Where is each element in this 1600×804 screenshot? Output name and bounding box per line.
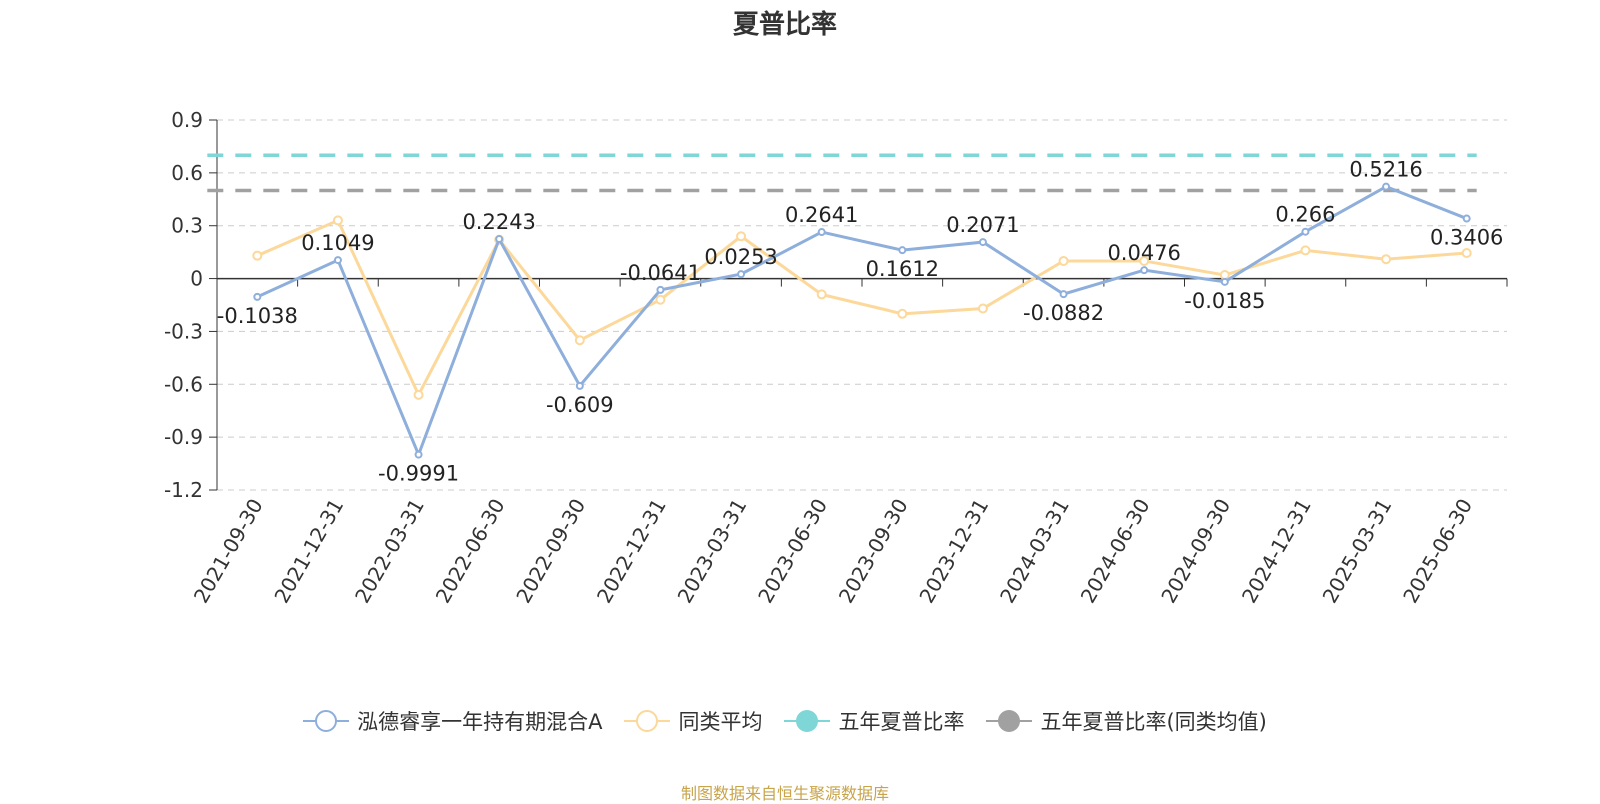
data-point-fund [333,256,342,265]
legend-marker-fund [303,710,350,732]
data-label-fund: 0.2243 [462,210,535,234]
series-line-fund [256,185,1468,459]
data-point-fund [495,235,504,244]
data-point-fund [1301,227,1310,236]
legend-item-five-year[interactable]: 五年夏普比率 [784,706,964,736]
data-label-fund: -0.0641 [620,261,701,285]
data-point-peer-avg [574,335,585,346]
data-point-peer-avg [332,215,343,226]
data-point-fund [575,381,584,390]
x-tick-label: 2025-06-30 [1398,495,1477,608]
data-label-fund: 0.5216 [1349,158,1422,182]
data-point-peer-avg [1461,248,1472,259]
data-point-peer-avg [413,389,424,400]
x-tick-label: 2024-12-31 [1237,495,1316,608]
legend-label-five-year-peer: 五年夏普比率(同类均值) [1040,710,1267,734]
x-tick-label: 2022-09-30 [511,495,590,608]
x-tick-label: 2023-12-31 [914,495,993,608]
y-tick-label: -0.3 [164,319,203,343]
x-tick-label: 2021-09-30 [189,495,268,608]
x-tick-label: 2022-03-31 [350,495,429,608]
data-point-peer-avg [816,289,827,300]
data-point-fund [898,246,907,255]
legend-item-five-year-peer[interactable]: 五年夏普比率(同类均值) [986,706,1267,736]
data-point-peer-avg [977,303,988,314]
legend-marker-five-year [784,710,831,732]
legend-label-fund: 泓德睿享一年持有期混合A [357,710,603,734]
data-point-fund [737,270,746,279]
data-label-fund: -0.9991 [378,462,459,486]
y-tick-label: 0.6 [171,161,203,185]
x-tick-label: 2023-03-31 [672,495,751,608]
legend-label-peer-avg: 同类平均 [678,710,763,734]
x-tick-label: 2024-06-30 [1076,495,1155,608]
y-tick-label: 0.9 [171,108,203,132]
data-point-fund [978,238,987,247]
y-tick-label: -1.2 [164,478,203,502]
legend-marker-peer-avg [624,710,671,732]
data-point-fund [1382,182,1391,191]
data-point-peer-avg [897,308,908,319]
data-label-fund: 0.2641 [785,203,858,227]
data-point-peer-avg [1300,245,1311,256]
x-tick-label: 2023-09-30 [834,495,913,608]
legend-item-peer-avg[interactable]: 同类平均 [624,706,762,736]
x-tick-label: 2022-06-30 [431,495,510,608]
data-label-fund: 0.0253 [704,245,777,269]
data-point-peer-avg [655,294,666,305]
x-tick-label: 2024-09-30 [1156,495,1235,608]
series-line-peer-avg [256,218,1467,399]
data-label-fund: 0.266 [1275,203,1335,227]
y-tick-label: -0.6 [164,372,203,396]
chart-title: 夏普比率 [732,10,837,40]
x-tick-label: 2025-03-31 [1317,495,1396,608]
data-label-fund: 0.2071 [946,213,1019,237]
legend-item-fund[interactable]: 泓德睿享一年持有期混合A [303,706,602,736]
data-label-fund: -0.0882 [1023,301,1104,325]
legend: 泓德睿享一年持有期混合A 同类平均 五年夏普比率 五年夏普比率(同类均值) [0,706,1570,736]
data-point-fund [1059,290,1068,299]
y-tick-label: 0.3 [171,214,203,238]
data-point-fund [656,285,665,294]
data-point-fund [1140,266,1149,275]
data-point-peer-avg [252,250,263,261]
data-point-fund [817,228,826,237]
source-note: 制图数据来自恒生聚源数据库 [680,784,889,803]
data-label-fund: 0.0476 [1107,241,1180,265]
data-point-peer-avg [1058,255,1069,266]
y-tick-label: -0.9 [164,425,203,449]
data-label-fund: -0.609 [546,393,614,417]
data-label-fund: 0.1612 [866,257,939,281]
y-tick-label: 0 [190,267,203,291]
data-label-fund: -0.0185 [1184,289,1265,313]
data-label-fund: 0.1049 [301,231,374,255]
data-point-fund [1220,277,1229,286]
data-point-fund [1462,214,1471,223]
x-tick-label: 2023-06-30 [753,495,832,608]
data-point-peer-avg [1381,254,1392,265]
data-point-peer-avg [1139,255,1150,266]
data-point-fund [253,292,262,301]
legend-label-five-year: 五年夏普比率 [838,710,965,734]
x-tick-label: 2021-12-31 [269,495,348,608]
data-point-peer-avg [736,231,747,242]
x-tick-label: 2022-12-31 [592,495,671,608]
data-point-fund [414,450,423,459]
legend-marker-five-year-peer [986,710,1033,732]
data-label-fund: -0.1038 [217,304,298,328]
x-tick-label: 2024-03-31 [995,495,1074,608]
data-label-fund: 0.3406 [1430,226,1503,250]
